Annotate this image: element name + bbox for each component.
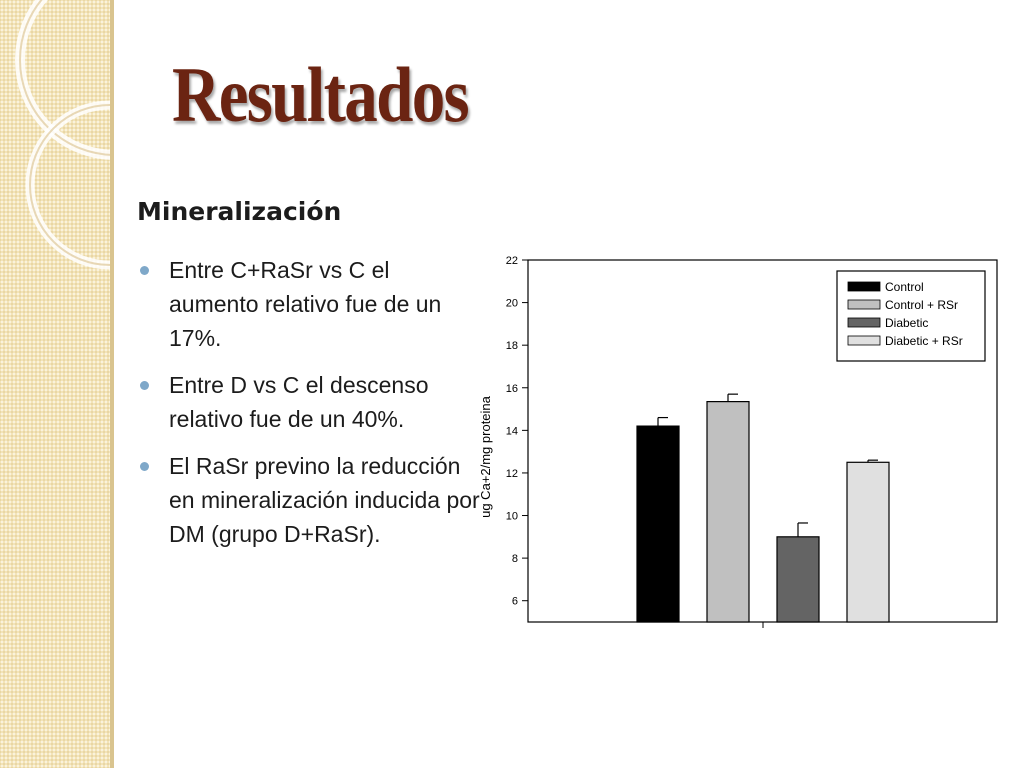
legend-swatch: [847, 299, 881, 310]
bullet-dot-icon: [140, 462, 149, 471]
y-tick-label: 18: [506, 340, 518, 352]
bullet-text: El RaSr previno la reducción en minerali…: [169, 453, 480, 547]
decorative-sidebar: [0, 0, 113, 768]
y-tick-label: 10: [506, 511, 518, 523]
y-tick-label: 20: [506, 298, 518, 310]
legend-label: Control + RSr: [885, 298, 958, 312]
bar: [776, 536, 820, 623]
sidebar-edge: [110, 0, 114, 768]
y-tick-label: 6: [512, 596, 518, 608]
y-tick-label: 8: [512, 553, 518, 565]
y-axis-label: ug Ca+2/mg proteina: [478, 395, 493, 518]
legend-label: Diabetic: [885, 316, 928, 330]
legend-box: [836, 270, 986, 362]
decorative-rings: [15, 0, 113, 270]
slide-title: Resultados: [172, 51, 470, 138]
bullet-dot-icon: [140, 266, 149, 275]
bullet-list: Entre C+RaSr vs C el aumento relativo fu…: [140, 253, 480, 564]
bullet-dot-icon: [140, 381, 149, 390]
bullet-text: Entre D vs C el descenso relativo fue de…: [169, 372, 429, 432]
legend-label: Control: [885, 280, 924, 294]
legend-swatch: [847, 335, 881, 346]
y-tick-label: 22: [506, 255, 518, 267]
legend-label: Diabetic + RSr: [885, 334, 963, 348]
y-tick-label: 14: [506, 425, 518, 437]
legend-swatch: [847, 317, 881, 328]
bullet-item: Entre D vs C el descenso relativo fue de…: [140, 368, 480, 436]
bullet-item: Entre C+RaSr vs C el aumento relativo fu…: [140, 253, 480, 355]
bullet-item: El RaSr previno la reducción en minerali…: [140, 449, 480, 551]
slide-subtitle: Mineralización: [137, 197, 342, 226]
bar: [636, 425, 680, 623]
y-tick-label: 12: [506, 468, 518, 480]
bar: [846, 461, 890, 623]
bar: [706, 401, 750, 623]
mineralization-bar-chart: 6 8 10 12 14 16 18 20 22 ug Ca+2/mg proteina Contr…: [478, 255, 998, 628]
bullet-text: Entre C+RaSr vs C el aumento relativo fu…: [169, 257, 442, 351]
legend-swatch: [847, 281, 881, 292]
y-tick-label: 16: [506, 383, 518, 395]
